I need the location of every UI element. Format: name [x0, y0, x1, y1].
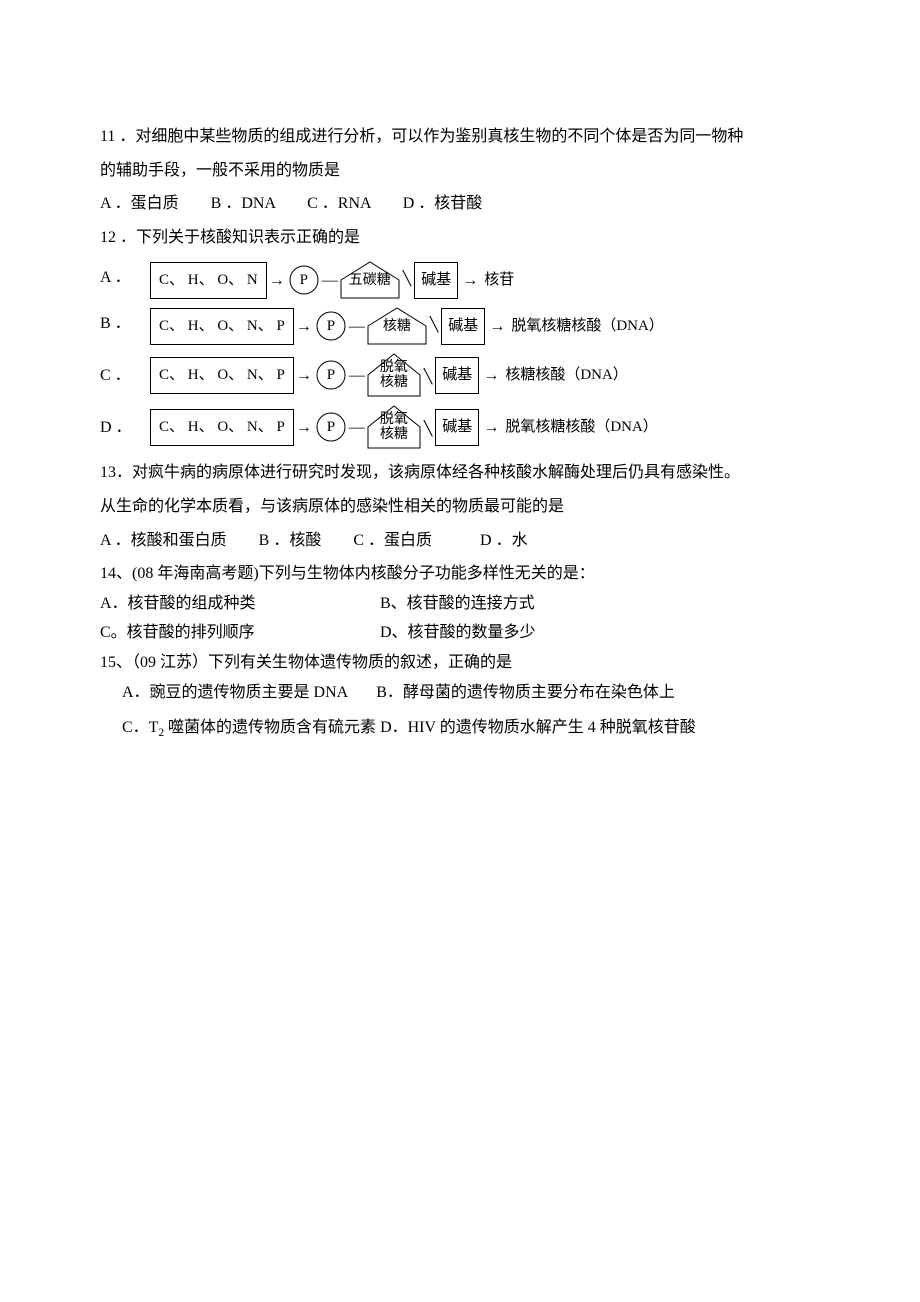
- q13-text1: 对疯牛病的病原体进行研究时发现，该病原体经各种核酸水解酶处理后仍具有感染性。: [132, 464, 740, 481]
- bond-slash: ╲: [428, 311, 441, 346]
- diagram-row: B ．C、 H、 O、 N、 P→P—核糖╲碱基 → 脱氧核糖核酸（DNA）: [100, 306, 820, 346]
- q11-num: 11 ．: [100, 128, 135, 145]
- arrow-icon: →: [294, 310, 314, 344]
- q15-optB: B．酵母菌的遗传物质主要分布在染色体上: [376, 684, 675, 701]
- q15-optA: A．豌豆的遗传物质主要是 DNA: [122, 684, 348, 701]
- option-letter: A ．: [100, 261, 150, 301]
- option-letter: B ．: [100, 307, 150, 347]
- q12-diagrams: A ．C、 H、 O、 N→P—五碳糖╲碱基 → 核苷B ．C、 H、 O、 N…: [100, 260, 820, 450]
- q14-row1: A．核苷酸的组成种类 B、核苷酸的连接方式: [100, 591, 820, 617]
- sugar-hexagon: 核糖: [366, 306, 428, 346]
- diagram-row: A ．C、 H、 O、 N→P—五碳糖╲碱基 → 核苷: [100, 260, 820, 300]
- result-label: 核糖核酸（DNA）: [503, 360, 628, 392]
- phosphate-circle: P: [287, 263, 321, 297]
- q15-optC-pre: C．T: [122, 719, 158, 736]
- q13-opts: A ．核酸和蛋白质 B ．核酸 C ．蛋白质 D ．水: [100, 524, 820, 558]
- result-label: 核苷: [482, 265, 514, 297]
- bond-line: —: [348, 310, 366, 344]
- q14-optC: C。核苷酸的排列顺序: [100, 620, 380, 646]
- q15-src: （09 江苏）: [132, 654, 208, 671]
- base-box: 碱基: [435, 409, 479, 447]
- q11-line2: 的辅助手段，一般不采用的物质是: [100, 154, 820, 188]
- bond-line: —: [348, 359, 366, 393]
- arrow-icon: →: [294, 359, 314, 393]
- base-box: 碱基: [435, 357, 479, 395]
- q15-row1: A．豌豆的遗传物质主要是 DNA B．酵母菌的遗传物质主要分布在染色体上: [100, 680, 820, 706]
- q12-stem: 12 ．下列关于核酸知识表示正确的是: [100, 221, 820, 255]
- base-box: 碱基: [441, 308, 485, 346]
- q15-optC-post: 噬菌体的遗传物质含有硫元素: [164, 719, 376, 736]
- q14-optA: A．核苷酸的组成种类: [100, 591, 380, 617]
- base-box: 碱基: [414, 262, 458, 300]
- q14-stem: 14、(08 年海南高考题)下列与生物体内核酸分子功能多样性无关的是：: [100, 561, 820, 587]
- q13-line1: 13．对疯牛病的病原体进行研究时发现，该病原体经各种核酸水解酶处理后仍具有感染性…: [100, 456, 820, 490]
- q15-num: 15、: [100, 654, 132, 671]
- elements-box: C、 H、 O、 N、 P: [150, 409, 294, 447]
- elements-box: C、 H、 O、 N、 P: [150, 357, 294, 395]
- bond-slash: ╲: [422, 363, 435, 398]
- phosphate-circle: P: [314, 358, 348, 392]
- arrow-icon: →: [267, 264, 287, 298]
- arrow-icon: →: [479, 411, 503, 445]
- elements-box: C、 H、 O、 N、 P: [150, 308, 294, 346]
- bond-slash: ╲: [422, 415, 435, 450]
- sugar-hexagon: 脱氧核糖: [366, 404, 422, 450]
- q14-optD: D、核苷酸的数量多少: [380, 620, 536, 646]
- phosphate-circle: P: [314, 410, 348, 444]
- q14-text: 下列与生物体内核酸分子功能多样性无关的是：: [259, 565, 595, 582]
- sugar-hexagon: 五碳糖: [339, 260, 401, 300]
- exam-page: 11 ．对细胞中某些物质的组成进行分析，可以作为鉴别真核生物的不同个体是否为同一…: [0, 0, 920, 783]
- q15-row2: C．T2 噬菌体的遗传物质含有硫元素 D．HIV 的遗传物质水解产生 4 种脱氧…: [100, 715, 820, 743]
- bond-line: —: [321, 264, 339, 298]
- q15-stem: 15、（09 江苏）下列有关生物体遗传物质的叙述，正确的是: [100, 650, 820, 676]
- q12-text: 下列关于核酸知识表示正确的是: [136, 229, 360, 246]
- q11-opts: A ．蛋白质 B ．DNA C ．RNA D ．核苷酸: [100, 187, 820, 221]
- bond-slash: ╲: [401, 265, 414, 300]
- diagram-row: C ．C、 H、 O、 N、 P→P—脱氧核糖╲碱基 → 核糖核酸（DNA）: [100, 352, 820, 398]
- arrow-icon: →: [479, 359, 503, 393]
- arrow-icon: →: [485, 310, 509, 344]
- result-label: 脱氧核糖核酸（DNA）: [503, 412, 658, 444]
- option-letter: D ．: [100, 411, 150, 451]
- q13-line2: 从生命的化学本质看，与该病原体的感染性相关的物质最可能的是: [100, 490, 820, 524]
- elements-box: C、 H、 O、 N: [150, 262, 267, 300]
- q12-num: 12 ．: [100, 229, 136, 246]
- q14-num: 14、: [100, 565, 132, 582]
- arrow-icon: →: [294, 411, 314, 445]
- arrow-icon: →: [458, 264, 482, 298]
- bond-line: —: [348, 411, 366, 445]
- q11-line1: 11 ．对细胞中某些物质的组成进行分析，可以作为鉴别真核生物的不同个体是否为同一…: [100, 120, 820, 154]
- q14-optB: B、核苷酸的连接方式: [380, 591, 535, 617]
- phosphate-circle: P: [314, 309, 348, 343]
- q14-src: (08 年海南高考题): [132, 565, 259, 582]
- q11-text1: 对细胞中某些物质的组成进行分析，可以作为鉴别真核生物的不同个体是否为同一物种: [135, 128, 743, 145]
- q14-row2: C。核苷酸的排列顺序 D、核苷酸的数量多少: [100, 620, 820, 646]
- q15-text: 下列有关生物体遗传物质的叙述，正确的是: [208, 654, 512, 671]
- option-letter: C ．: [100, 359, 150, 399]
- q15-optD: D．HIV 的遗传物质水解产生 4 种脱氧核苷酸: [380, 719, 696, 736]
- result-label: 脱氧核糖核酸（DNA）: [509, 311, 664, 343]
- diagram-row: D ．C、 H、 O、 N、 P→P—脱氧核糖╲碱基 → 脱氧核糖核酸（DNA）: [100, 404, 820, 450]
- q13-num: 13．: [100, 464, 132, 481]
- sugar-hexagon: 脱氧核糖: [366, 352, 422, 398]
